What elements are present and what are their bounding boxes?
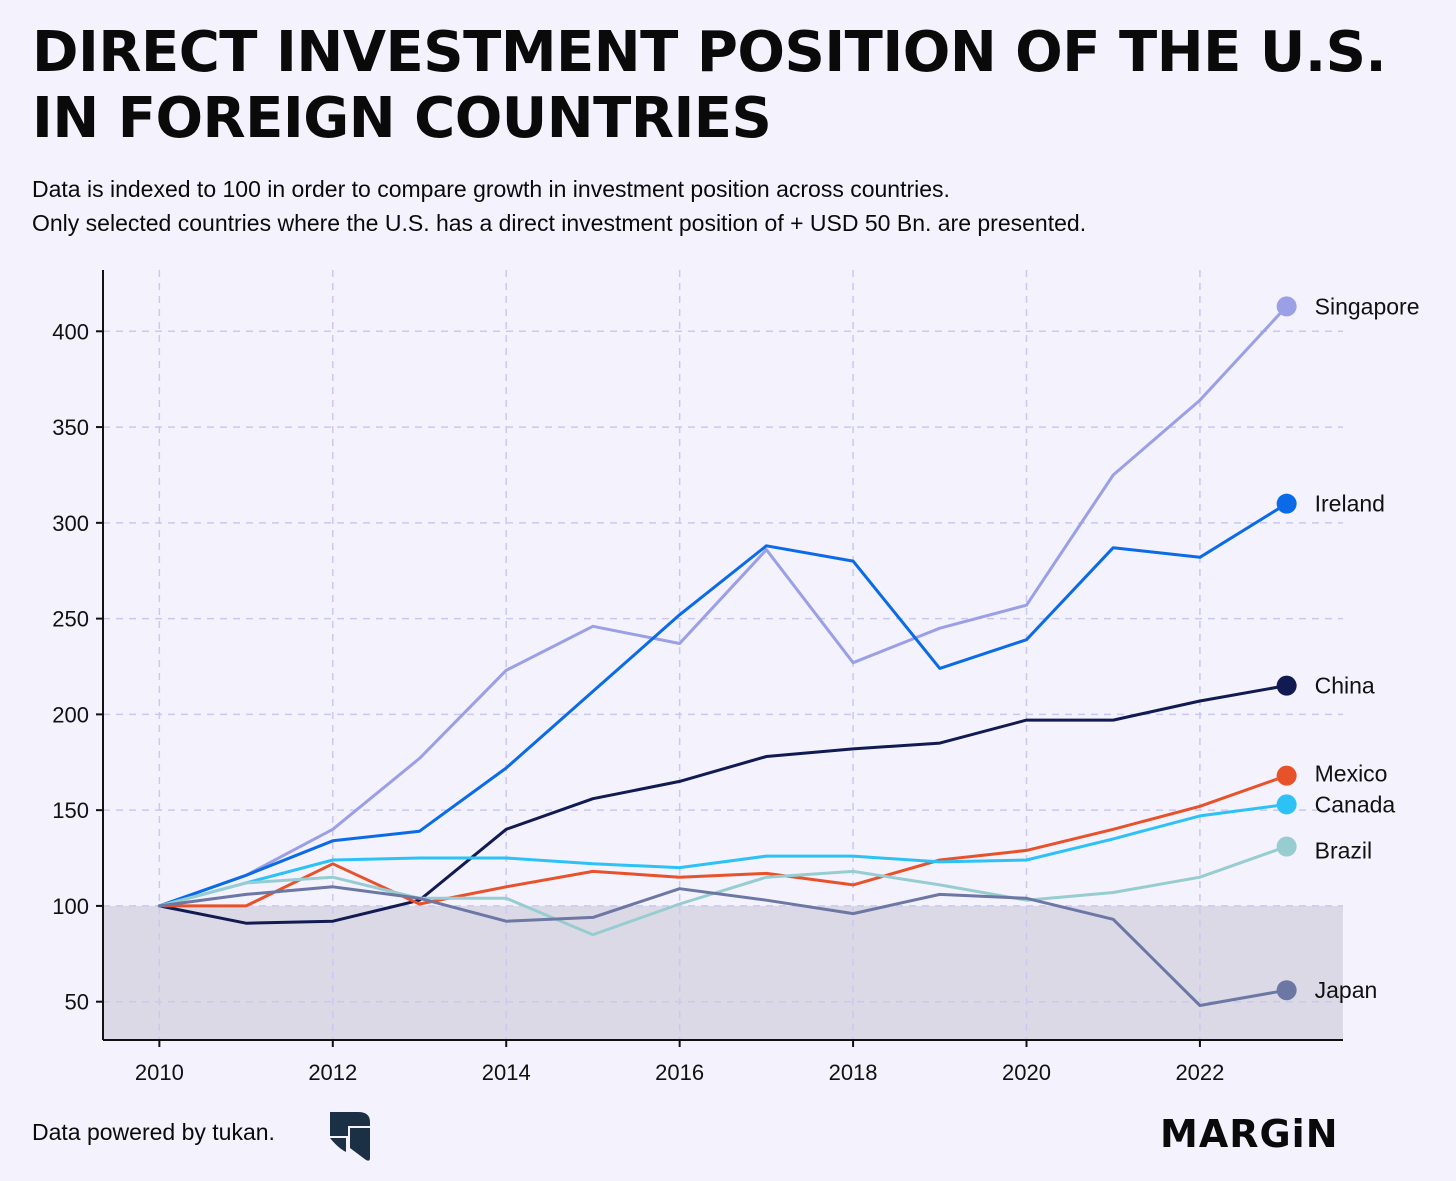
series-end-marker-singapore <box>1276 296 1297 317</box>
y-tick-label: 350 <box>52 415 89 440</box>
series-label-ireland: Ireland <box>1315 491 1385 517</box>
y-tick-label: 150 <box>52 798 89 823</box>
chart-subtitle-line-2: Only selected countries where the U.S. h… <box>32 210 1087 236</box>
y-tick-label: 250 <box>52 607 89 632</box>
series-end-marker-japan <box>1276 980 1297 1001</box>
series-label-japan: Japan <box>1315 977 1378 1003</box>
y-tick-label: 200 <box>52 702 89 727</box>
series-line-canada <box>157 802 1289 908</box>
y-tick-label: 400 <box>52 319 89 344</box>
x-tick-label: 2016 <box>655 1060 704 1085</box>
series-line-japan <box>157 885 1289 1007</box>
series-end-marker-brazil <box>1276 836 1297 857</box>
chart-subtitle: Data is indexed to 100 in order to compa… <box>32 172 1086 240</box>
chart-series <box>157 296 1297 1007</box>
y-tick-label: 100 <box>52 894 89 919</box>
y-tick-label: 300 <box>52 511 89 536</box>
series-end-marker-china <box>1276 675 1297 696</box>
below-baseline-shading <box>103 905 1343 1040</box>
chart-axes <box>96 270 1343 1047</box>
y-tick-label: 50 <box>65 990 89 1015</box>
series-line-mexico <box>157 774 1289 908</box>
series-label-canada: Canada <box>1315 791 1396 817</box>
series-label-brazil: Brazil <box>1315 838 1373 864</box>
margin-brand-logo: MARGiN <box>1160 1112 1339 1156</box>
tukan-logo-icon <box>330 1112 370 1161</box>
x-tick-label: 2014 <box>482 1060 531 1085</box>
series-line-ireland <box>157 502 1289 908</box>
series-end-marker-canada <box>1276 794 1297 815</box>
chart-subtitle-line-1: Data is indexed to 100 in order to compa… <box>32 176 950 202</box>
x-tick-label: 2012 <box>308 1060 357 1085</box>
x-tick-label: 2010 <box>135 1060 184 1085</box>
series-label-singapore: Singapore <box>1315 293 1420 319</box>
x-tick-label: 2018 <box>829 1060 878 1085</box>
series-line-china <box>157 684 1289 925</box>
chart-title-line-2: IN FOREIGN COUNTRIES <box>32 86 772 151</box>
x-tick-label: 2020 <box>1002 1060 1051 1085</box>
series-line-brazil <box>157 845 1289 937</box>
series-end-marker-ireland <box>1276 493 1297 514</box>
x-tick-label: 2022 <box>1175 1060 1224 1085</box>
series-label-mexico: Mexico <box>1315 761 1388 787</box>
chart-title-line-1: DIRECT INVESTMENT POSITION OF THE U.S. <box>32 20 1387 85</box>
series-line-singapore <box>157 304 1289 908</box>
series-end-marker-mexico <box>1276 765 1297 786</box>
chart-tick-labels: 50 100 150 200 250 300 350 400 2010 2012 2014 2016 2… <box>52 319 1224 1085</box>
chart-series-labels: Singapore Ireland China Mexico Canada Brazil J… <box>1315 293 1420 1003</box>
series-label-china: China <box>1315 673 1375 699</box>
chart-title: DIRECT INVESTMENT POSITION OF THE U.S. I… <box>32 20 1432 152</box>
baseline-shade-area <box>103 905 1343 1040</box>
data-source-credit: Data powered by tukan. <box>32 1119 275 1145</box>
